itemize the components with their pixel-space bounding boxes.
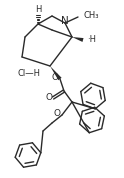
Polygon shape <box>50 66 62 80</box>
Text: O: O <box>51 74 59 82</box>
Text: Cl—H: Cl—H <box>18 69 41 77</box>
Text: CH₃: CH₃ <box>83 12 98 20</box>
Polygon shape <box>72 37 84 42</box>
Text: O: O <box>46 93 52 101</box>
Text: N: N <box>61 16 69 26</box>
Text: ·H: ·H <box>87 35 96 44</box>
Text: O: O <box>53 109 61 119</box>
Text: H: H <box>35 6 41 14</box>
